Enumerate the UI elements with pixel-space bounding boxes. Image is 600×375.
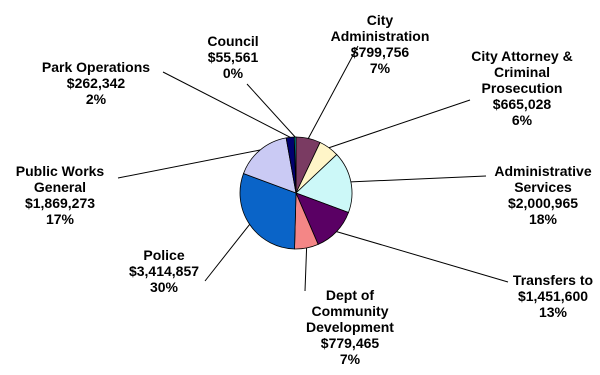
pie-slice-6 <box>242 137 297 194</box>
slice-label-7: Park Operations $262,342 2% <box>42 59 150 107</box>
slice-label-0: City Administration $799,756 7% <box>331 12 430 76</box>
slice-label-4: Dept of Community Development $779,465 7% <box>306 287 394 367</box>
leader-line-4 <box>304 247 308 292</box>
leader-line-2 <box>350 175 487 183</box>
slice-value: $3,414,857 <box>128 263 200 279</box>
slice-percent: 17% <box>45 211 75 227</box>
slice-name-line: Park Operations <box>41 59 151 75</box>
slice-percent: 30% <box>149 279 179 295</box>
leader-line-8 <box>246 83 296 138</box>
slice-value: $1,451,600 <box>517 288 589 304</box>
slice-label-1: City Attorney & Criminal Prosecution $665,0… <box>471 48 572 128</box>
slice-percent: 2% <box>85 91 107 107</box>
slice-name-line: Development <box>306 319 394 335</box>
pie-slice-8 <box>293 136 297 194</box>
slice-label-3: Transfers to $1,451,600 13% <box>513 272 593 320</box>
slice-name-line: Administration <box>330 28 430 44</box>
slice-percent: 0% <box>222 65 244 81</box>
slice-name-line: Dept of <box>325 287 375 303</box>
slice-name-line: Administrative <box>494 163 592 179</box>
leader-line-1 <box>328 99 471 149</box>
leader-line-6 <box>117 149 261 179</box>
slice-name-line: Services <box>514 179 572 195</box>
slice-name-line: Community <box>311 303 389 319</box>
slice-name-line: Police <box>143 247 185 263</box>
slice-label-2: Administrative Services $2,000,965 18% <box>494 163 591 227</box>
slice-percent: 18% <box>528 211 558 227</box>
slice-name-line: Transfers to <box>512 272 594 288</box>
leader-line-7 <box>162 71 291 138</box>
slice-label-5: Police $3,414,857 30% <box>129 247 199 295</box>
slice-name-line: Council <box>207 33 259 49</box>
slice-value: $55,561 <box>207 49 259 65</box>
slice-name-line: General <box>33 179 87 195</box>
slice-percent: 7% <box>339 351 361 367</box>
slice-value: $779,465 <box>320 335 380 351</box>
slice-value: $2,000,965 <box>507 195 579 211</box>
slice-value: $799,756 <box>350 44 410 60</box>
slice-percent: 7% <box>369 60 391 76</box>
slice-value: $262,342 <box>66 75 126 91</box>
slice-value: $665,028 <box>492 96 552 112</box>
slice-name-line: Public Works <box>15 163 105 179</box>
slice-percent: 6% <box>511 112 533 128</box>
slice-value: $1,869,273 <box>24 195 96 211</box>
slice-label-6: Public Works General $1,869,273 17% <box>16 163 104 227</box>
leader-line-5 <box>204 224 251 282</box>
slice-name-line: City <box>366 12 394 28</box>
leader-line-0 <box>307 45 359 139</box>
slice-name-line: Criminal <box>493 64 551 80</box>
slice-percent: 13% <box>538 304 568 320</box>
slice-name-line: Prosecution <box>481 80 563 96</box>
slice-name-line: City Attorney & <box>471 48 573 64</box>
leader-line-3 <box>336 231 509 283</box>
slice-label-8: Council $55,561 0% <box>207 33 258 81</box>
